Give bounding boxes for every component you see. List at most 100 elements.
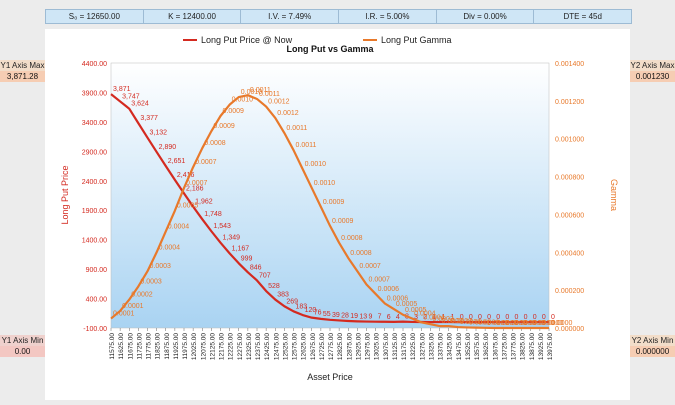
long-put-price-data-label: 3,377: [140, 115, 158, 122]
long-put-gamma-data-label: 0.0010: [232, 97, 254, 104]
long-put-gamma-chart: Long Put Price @ Now Long Put Gamma Long…: [60, 35, 619, 382]
x-tick-label: 12375.00: [255, 333, 262, 360]
long-put-price-data-label: 1: [432, 314, 436, 321]
long-put-price-data-label: 3,624: [131, 101, 149, 108]
y1-axis-max-value[interactable]: 3,871.28: [0, 71, 45, 82]
y1-tick-label: 2900.00: [82, 149, 107, 156]
long-put-price-data-label: 1,962: [195, 199, 213, 206]
y1-tick-label: -100.00: [83, 326, 107, 333]
long-put-gamma-data-label: 0.0005: [405, 307, 427, 314]
long-put-gamma-data-label: 0.0005: [396, 301, 418, 308]
long-put-price-data-label: 846: [250, 264, 262, 271]
x-tick-label: 12225.00: [228, 333, 235, 360]
long-put-gamma-data-label: 0.0003: [432, 316, 454, 323]
y2-axis-min-value[interactable]: 0.000000: [630, 346, 675, 357]
x-tick-label: 12525.00: [282, 333, 289, 360]
x-tick-label: 13625.00: [483, 333, 490, 360]
long-put-gamma-data-label: 0.0008: [350, 250, 372, 257]
long-put-price-data-label: 39: [332, 312, 340, 319]
y2-axis-max-value[interactable]: 0.001230: [630, 71, 675, 82]
x-tick-label: 13675.00: [492, 333, 499, 360]
long-put-gamma-data-label: 0.0011: [296, 142, 317, 149]
x-tick-label: 11575.00: [109, 333, 116, 360]
y1-tick-label: 900.00: [86, 267, 108, 274]
y2-tick-label: 0.001400: [555, 61, 584, 68]
y1-axis-min-value[interactable]: 0.00: [0, 346, 45, 357]
long-put-gamma-data-label: 0.0007: [186, 180, 208, 187]
long-put-gamma-data-label: 0.0009: [323, 199, 345, 206]
long-put-gamma-data-label: 0.0003: [140, 278, 162, 285]
x-tick-label: 11625.00: [118, 333, 125, 360]
x-tick-label: 11675.00: [127, 333, 134, 360]
long-put-gamma-data-label: 0.0010: [241, 89, 263, 96]
x-tick-label: 12925.00: [355, 333, 362, 360]
long-put-gamma-data-label: 0.0011: [259, 91, 280, 98]
y1-tick-label: 1900.00: [82, 208, 107, 215]
x-tick-label: 13925.00: [538, 333, 545, 360]
long-put-price-data-label: 528: [268, 283, 280, 290]
long-put-gamma-line: [110, 94, 549, 330]
long-put-gamma-data-label: 0.0007: [369, 276, 391, 283]
y1-tick-label: 3900.00: [82, 90, 107, 97]
long-put-price-data-label: 1: [442, 314, 446, 321]
long-put-price-data-label: 183: [296, 303, 308, 310]
x-tick-label: 11925.00: [173, 333, 180, 360]
strike-price: K = 12400.00: [144, 10, 242, 23]
y1-axis-min-label: Y1 Axis Min: [0, 335, 45, 346]
legend-put-label: Long Put Price @ Now: [201, 35, 293, 45]
x-tick-label: 12625.00: [301, 333, 308, 360]
long-put-gamma-data-label: 0.0010: [314, 180, 336, 187]
x-tick-label: 12575.00: [292, 333, 299, 360]
long-put-gamma-data-label: 0.0000: [524, 320, 546, 327]
legend-gamma-label: Long Put Gamma: [381, 35, 452, 45]
implied-volatility: I.V. = 7.49%: [241, 10, 340, 23]
days-to-expiry: DTE = 45d: [563, 12, 602, 21]
x-tick-label: 13175.00: [401, 333, 408, 360]
x-tick-label: 13575.00: [474, 333, 481, 360]
x-tick-label: 12125.00: [209, 333, 216, 360]
y1-tick-label: 2400.00: [82, 179, 107, 186]
long-put-gamma-data-label: 0.0000: [505, 320, 527, 327]
dividend-yield: Div = 0.00%: [437, 10, 535, 23]
long-put-gamma-data-label: 0.0000: [496, 320, 518, 327]
x-tick-label: 13025.00: [374, 333, 381, 360]
chart-panel: Long Put Price @ Now Long Put Gamma Long…: [45, 29, 630, 400]
x-tick-label: 13325.00: [428, 333, 435, 360]
long-put-gamma-data-label: 0.0012: [277, 110, 299, 117]
long-put-price-data-label: 0: [487, 314, 491, 321]
long-put-gamma-data-label: 0.0006: [387, 295, 409, 302]
y2-tick-label: 0.000600: [555, 212, 584, 219]
x-tick-label: 13525.00: [465, 333, 472, 360]
long-put-gamma-data-label: 0.0010: [305, 161, 327, 168]
long-put-gamma-data-label: 0.0008: [341, 235, 363, 242]
long-put-price-data-label: 0: [505, 314, 509, 321]
long-put-price-data-label: 76: [314, 310, 322, 317]
long-put-gamma-data-label: 0.0007: [359, 263, 381, 270]
long-put-price-data-label: 0: [515, 314, 519, 321]
long-put-price-data-label: 0: [524, 314, 528, 321]
long-put-gamma-data-label: 0.0000: [551, 320, 573, 327]
x-tick-label: 13375.00: [438, 333, 445, 360]
long-put-gamma-data-label: 0.0001: [113, 311, 135, 318]
x-tick-label: 12875.00: [346, 333, 353, 360]
long-put-gamma-data-label: 0.0004: [159, 244, 181, 251]
x-tick-label: 13225.00: [410, 333, 417, 360]
x-tick-label: 13125.00: [392, 333, 399, 360]
long-put-gamma-data-label: 0.0001: [460, 319, 482, 326]
x-tick-label: 13425.00: [447, 333, 454, 360]
long-put-gamma-data-label: 0.0005: [177, 203, 199, 210]
long-put-gamma-data-label: 0.0006: [378, 286, 400, 293]
x-tick-label: 13725.00: [501, 333, 508, 360]
plot-area: [110, 62, 550, 329]
long-put-gamma-data-label: 0.0000: [533, 320, 555, 327]
x-tick-label: 12425.00: [264, 333, 271, 360]
long-put-price-data-label: 6: [387, 314, 391, 321]
x-tick-label: 12075.00: [200, 333, 207, 360]
long-put-price-data-label: 3: [414, 314, 418, 321]
long-put-price-data-label: 7: [378, 314, 382, 321]
long-put-price-data-label: 3,132: [150, 130, 168, 137]
long-put-price-data-label: 1,349: [223, 235, 241, 242]
x-tick-label: 12475.00: [273, 333, 280, 360]
y1-tick-label: 400.00: [86, 297, 108, 304]
y1-axis-max-label: Y1 Axis Max: [0, 60, 45, 71]
